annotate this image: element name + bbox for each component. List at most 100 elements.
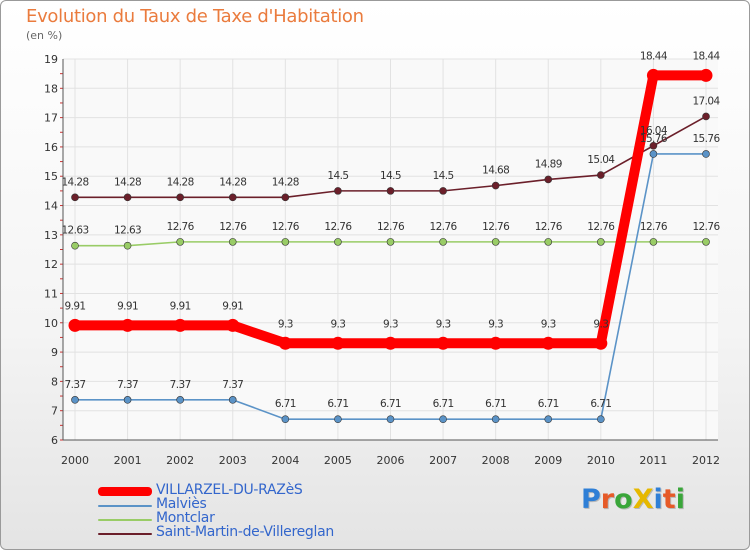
data-label: 12.76 [167,221,195,233]
data-label: 14.28 [61,176,88,188]
data-label: 12.76 [535,221,563,233]
data-point [384,336,397,350]
data-point [176,193,184,202]
data-point [331,336,345,350]
legend-swatch [98,505,152,507]
data-point [386,415,395,423]
data-label: 12.76 [587,221,615,233]
x-tick-label: 2001 [114,454,142,467]
data-label: 14.28 [219,176,246,188]
data-point [68,318,82,332]
data-point [334,187,342,195]
data-label: 7.37 [65,379,86,391]
data-label: 12.63 [61,225,88,237]
data-label: 7.37 [170,379,191,391]
chart-subtitle: (en %) [26,29,63,42]
data-point [702,150,710,158]
data-point [702,112,710,121]
logo-letter: P [581,484,601,515]
logo-letter: X [632,484,654,515]
data-point [699,68,713,82]
data-label: 9.91 [222,300,243,312]
x-tick-label: 2007 [429,454,457,467]
data-label: 15.76 [640,133,668,145]
data-label: 15.04 [587,154,615,166]
x-tick-label: 2005 [324,454,352,467]
data-label: 18.44 [640,50,668,62]
data-label: 9.91 [117,300,138,312]
data-label: 12.76 [219,221,247,233]
data-point [123,396,132,404]
data-label: 14.68 [482,165,509,177]
data-point [281,415,290,423]
data-label: 12.76 [692,221,720,233]
x-tick-label: 2004 [271,454,299,467]
x-tick-label: 2002 [166,454,194,467]
data-point [597,415,605,423]
data-point [702,238,710,246]
data-point [491,238,500,246]
data-point [649,238,658,246]
data-label: 14.28 [272,176,299,188]
data-label: 14.28 [167,176,194,188]
data-label: 9.91 [170,300,191,312]
data-label: 7.37 [117,379,138,391]
data-point [176,396,184,404]
data-point [176,238,184,246]
y-tick-label: 14 [44,200,58,213]
data-point [71,193,79,202]
data-point [71,241,79,250]
logo-letter: r [600,484,615,515]
y-tick-label: 8 [51,375,58,388]
x-tick-label: 2006 [377,454,405,467]
legend-label: Montclar [156,510,215,526]
data-label: 18.44 [692,50,720,62]
legend-swatch [98,487,152,496]
data-point [123,193,132,202]
y-tick-label: 17 [44,112,58,125]
data-label: 12.76 [640,221,668,233]
legend-swatch [98,519,152,521]
data-point [646,68,660,82]
data-point [544,238,553,246]
data-label: 14.89 [535,158,562,170]
data-label: 14.5 [380,170,401,182]
y-tick-label: 7 [51,405,58,418]
data-label: 12.76 [377,221,405,233]
data-label: 9.91 [65,300,86,312]
x-tick-label: 2010 [587,454,615,467]
data-label: 6.71 [538,398,559,410]
data-point [386,238,395,246]
data-label: 14.5 [327,170,348,182]
logo-letter: i [653,484,663,515]
y-tick-label: 18 [44,82,58,95]
legend-label: Malviès [156,496,207,512]
y-tick-label: 12 [44,258,58,271]
data-point [228,396,237,404]
data-label: 14.5 [433,170,454,182]
legend-item: Saint-Martin-de-Villereglan [98,524,418,542]
data-point [597,238,605,246]
x-tick-label: 2012 [692,454,720,467]
data-label: 12.76 [272,221,300,233]
logo-letter: t [662,484,676,515]
y-tick-label: 6 [51,434,58,447]
data-point [334,415,342,423]
data-point [226,318,240,332]
data-label: 12.76 [482,221,510,233]
data-point [439,415,447,423]
data-point [386,187,395,195]
data-label: 14.28 [114,176,141,188]
logo-letter: i [675,484,685,515]
data-label: 12.76 [324,221,352,233]
data-label: 6.71 [327,398,348,410]
data-label: 12.63 [114,225,141,237]
data-point [334,238,342,246]
data-point [228,193,237,202]
legend-label: VILLARZEL-DU-RAZèS [156,482,303,498]
data-point [71,396,79,404]
x-tick-label: 2009 [534,454,562,467]
data-label: 6.71 [380,398,401,410]
data-label: 9.3 [383,318,398,330]
